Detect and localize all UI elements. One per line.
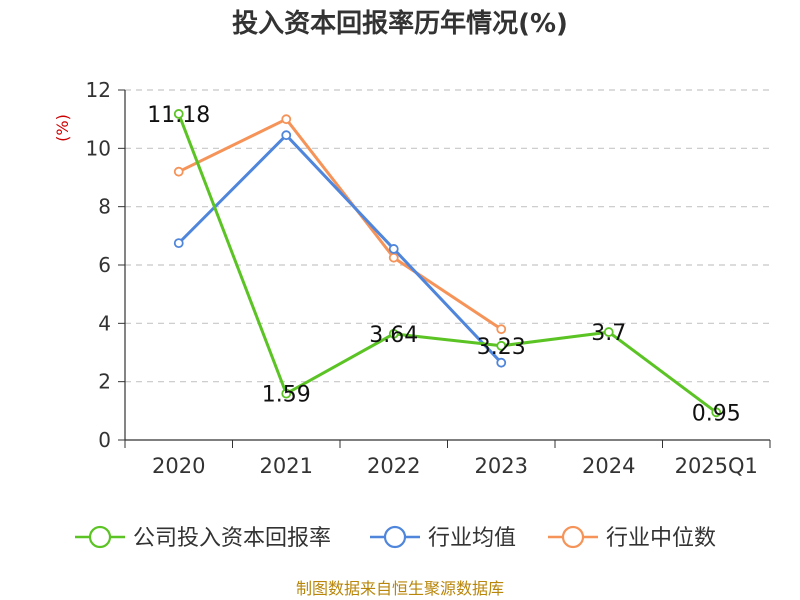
y-tick-label: 10 [86,136,111,160]
x-tick-label: 2021 [260,454,313,478]
y-tick-label: 6 [98,253,111,277]
axes [118,89,771,448]
data-label: 11.18 [147,103,210,128]
data-point [496,340,507,351]
x-tick-label: 2022 [367,454,420,478]
y-tick-label: 4 [98,311,111,335]
data-point [281,114,292,125]
y-tick-label: 12 [86,78,111,102]
data-point [281,130,292,141]
chart-title: 投入资本回报率历年情况(%) [232,8,568,39]
data-point [173,109,184,119]
tick-labels: 0 2 4 6 8 10 12 2020 2021 2022 2023 2024 2025Q1 [86,78,758,478]
data-point [388,244,399,254]
data-point [603,327,614,337]
data-point [388,252,399,263]
data-label: 3.64 [369,323,418,348]
data-point [173,238,184,249]
data-point [281,388,292,399]
series-points [173,109,722,418]
y-axis-label: (%) [53,114,72,142]
legend-item-1[interactable]: 行业均值 [370,525,516,551]
x-tick-label: 2023 [475,454,528,478]
x-tick-label: 2020 [152,454,205,478]
legend-item-2[interactable]: 行业中位数 [548,525,716,551]
y-tick-label: 0 [98,428,111,452]
legend-label: 公司投入资本回报率 [133,526,331,551]
data-label: 1.59 [262,383,311,408]
series-line-2 [178,117,503,331]
grid-lines [125,89,770,383]
x-tick-label: 2024 [582,454,635,478]
data-label: 3.23 [477,335,526,360]
data-point [711,407,722,418]
data-point [496,357,507,368]
legend-marker-icon [383,525,407,549]
y-tick-label: 2 [98,370,111,394]
legend-item-0[interactable]: 公司投入资本回报率 [75,525,331,551]
series-line-1 [177,133,503,364]
data-point [388,328,399,339]
data-label: 0.95 [692,401,741,426]
data-point [496,324,507,335]
legend-label: 行业均值 [428,526,516,551]
legend[interactable]: 公司投入资本回报率 行业均值 行业中位数 [75,525,716,551]
legend-marker-icon [561,525,585,549]
legend-marker-icon [88,525,112,549]
series-lines [177,113,718,414]
series-line-0 [177,113,718,414]
source-note: 制图数据来自恒生聚源数据库 [296,579,504,598]
legend-label: 行业中位数 [606,526,716,551]
data-point [173,166,184,177]
data-label: 3.7 [591,321,626,346]
data-labels: 11.18 1.59 3.64 3.23 3.7 0.95 [147,103,740,426]
x-tick-label: 2025Q1 [675,454,758,478]
y-tick-label: 8 [98,195,111,219]
